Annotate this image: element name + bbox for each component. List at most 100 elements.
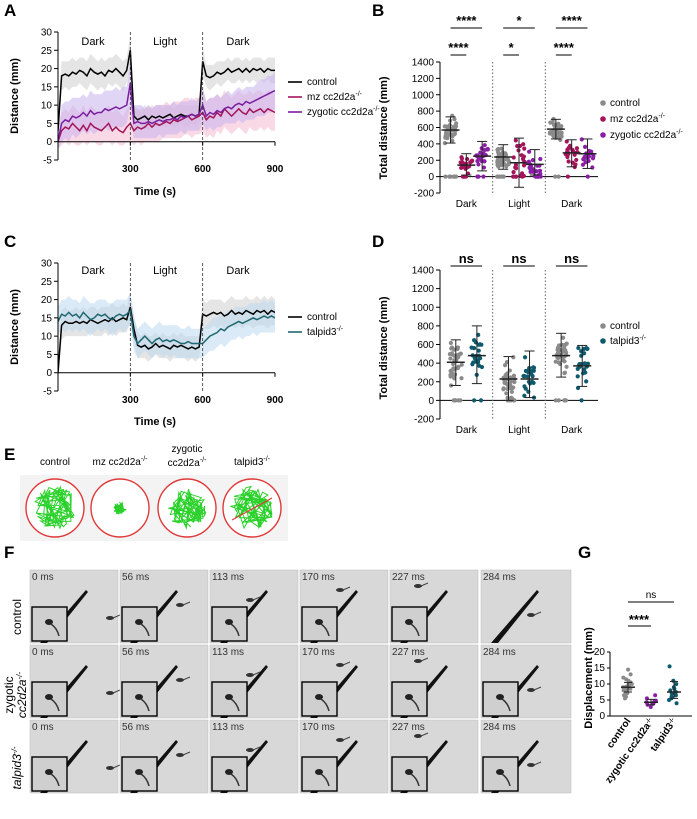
data-point — [653, 693, 658, 698]
inset-larva-tail — [320, 623, 330, 637]
x-tick-label: 600 — [194, 395, 211, 406]
data-point — [579, 398, 584, 403]
timepoint-label: 56 ms — [122, 647, 149, 658]
y-tick-label: 1000 — [412, 303, 435, 314]
y-tick-label: 600 — [417, 340, 434, 351]
panel-b-legend: control mz cc2d2a-/- zygotic cc2d2a-/- — [600, 98, 683, 141]
larva — [176, 603, 184, 607]
legend-dot-talpid — [600, 338, 606, 344]
data-point — [523, 386, 528, 391]
data-point — [567, 143, 573, 148]
inset-larva-head — [45, 769, 53, 775]
data-point — [447, 174, 452, 179]
inset-larva-tail — [410, 698, 420, 712]
data-point — [472, 345, 477, 351]
data-point — [528, 169, 533, 175]
timepoint-label: 0 ms — [32, 647, 54, 658]
data-point — [521, 163, 527, 168]
timepoint-label: 170 ms — [302, 722, 335, 733]
panel-c-legend: control talpid3-/- — [288, 312, 344, 338]
row-label-zygotic-2: cc2d2a-/- — [15, 672, 29, 719]
data-point — [498, 163, 504, 168]
category-label-0: Dark — [456, 199, 478, 210]
y-tick-label: 15 — [594, 663, 606, 674]
data-point — [505, 386, 510, 392]
data-point — [553, 398, 558, 403]
data-point — [476, 162, 481, 167]
inset-larva-tail — [501, 773, 511, 787]
data-point — [478, 398, 484, 403]
data-point — [521, 373, 526, 379]
y-tick-label: 400 — [417, 359, 434, 370]
larva-tail — [420, 582, 429, 587]
data-point — [508, 383, 513, 388]
data-point — [648, 705, 653, 710]
timepoint-label: 56 ms — [122, 572, 149, 583]
inset-larva-tail — [140, 623, 150, 637]
larva-tail — [182, 601, 191, 606]
data-point — [562, 349, 567, 354]
data-point — [465, 156, 470, 162]
category-label-2: Dark — [561, 199, 583, 210]
timepoint-label: 56 ms — [122, 722, 149, 733]
inset-larva-tail — [320, 698, 330, 712]
timepoint-label: 284 ms — [483, 722, 516, 733]
data-point — [674, 701, 679, 706]
inset-larva-tail — [230, 698, 240, 712]
data-point — [537, 168, 543, 173]
panel-f: F 0 ms 56 ms 113 ms 170 ms 227 ms 284 ms 0 ms 5… — [2, 543, 572, 794]
data-point — [582, 351, 587, 356]
data-point — [559, 132, 564, 137]
inset-larva-head — [315, 619, 323, 625]
stimulus-frame: 170 ms — [299, 719, 389, 794]
stimulus-frame: 0 ms — [29, 719, 121, 794]
larva-tail — [252, 596, 261, 601]
data-point — [502, 363, 508, 368]
larva — [414, 734, 422, 738]
y-tick-label: 10 — [41, 101, 53, 112]
legend-label-control: control — [307, 77, 337, 88]
data-point — [469, 158, 475, 163]
y-tick-label: 10 — [594, 679, 606, 690]
data-point — [478, 150, 483, 155]
legend-label-control: control — [610, 98, 640, 109]
larva — [106, 691, 114, 695]
stimulus-frame: 170 ms — [299, 569, 389, 644]
larva-tail — [420, 732, 429, 737]
data-point — [456, 364, 461, 369]
data-point — [565, 174, 571, 179]
data-point — [579, 137, 584, 142]
data-point — [671, 678, 676, 683]
data-point — [460, 160, 465, 165]
larva-tail — [112, 614, 121, 619]
timepoint-label: 113 ms — [212, 647, 244, 658]
panel-c-region-light: Light — [153, 265, 177, 277]
y-tick-label: 5 — [599, 695, 605, 706]
panel-d-ylabel: Total distance (mm) — [378, 296, 390, 399]
panel-a-ylabel: Distance (mm) — [9, 58, 21, 134]
larva-tail — [342, 661, 351, 666]
y-tick-label: 1200 — [412, 284, 435, 295]
swim-track — [113, 501, 127, 515]
data-point — [443, 174, 448, 179]
significance-label: ns — [511, 251, 526, 266]
data-point — [527, 149, 532, 154]
y-tick-label: -200 — [414, 415, 434, 426]
y-tick-label: 0 — [599, 711, 605, 722]
data-point — [482, 143, 487, 148]
significance-label: * — [516, 13, 522, 28]
data-point — [509, 389, 514, 394]
data-point — [526, 379, 532, 384]
y-tick-label: 200 — [417, 156, 434, 167]
stimulus-frame: 113 ms — [209, 644, 299, 719]
timepoint-label: 227 ms — [392, 722, 425, 733]
panel-letter-f: F — [4, 543, 14, 562]
panel-c: C -5 0 5 10 15 20 25 30 300 600 900 Time (s) Dista… — [4, 232, 344, 428]
larva-tail — [342, 586, 351, 591]
timepoint-label: 0 ms — [32, 722, 54, 733]
track-line — [231, 497, 273, 521]
significance-label: ns — [459, 251, 474, 266]
data-point — [561, 335, 566, 340]
data-point — [444, 124, 449, 129]
data-point — [476, 348, 481, 353]
